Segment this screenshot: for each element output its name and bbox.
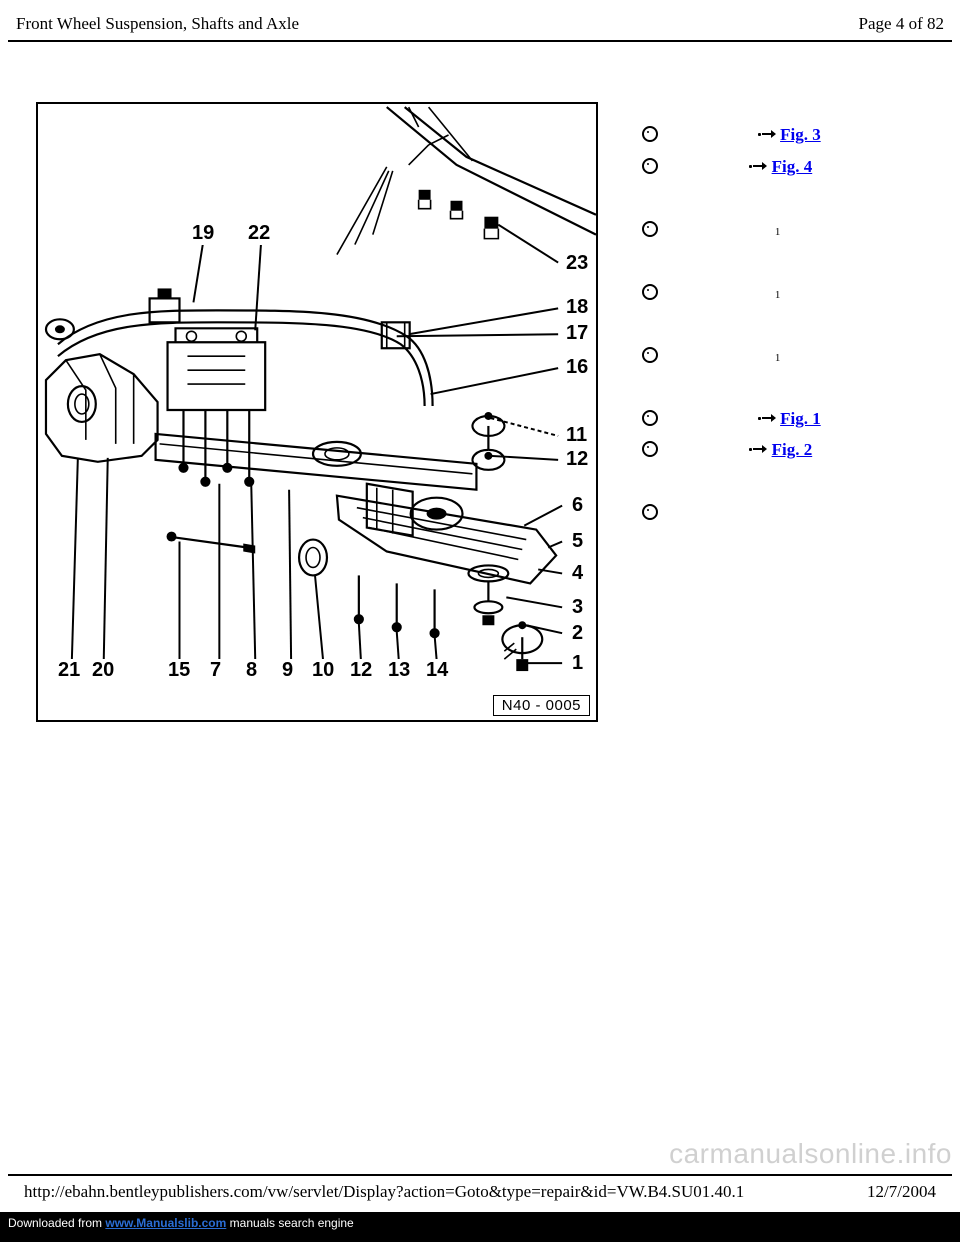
header-right: Page 4 of 82	[859, 14, 944, 34]
group-11-note: Connects stabilizer bar to control arm	[642, 500, 940, 526]
footer-date: 12/7/2004	[867, 1182, 936, 1202]
callout-10: 10	[312, 659, 334, 682]
page-header: Front Wheel Suspension, Shafts and Axle …	[0, 0, 960, 40]
txt: Pressing out	[670, 125, 758, 144]
callout-17: 17	[566, 322, 588, 345]
arrow-icon	[758, 130, 776, 138]
spec-8-header: 8 - Hex bolt, 110 Nm (81 ft lb)	[642, 250, 940, 276]
spec-9-header: 9 - Hex bolt, 80 Nm (59 ft lb)	[642, 313, 940, 339]
callout-14: 14	[426, 659, 448, 682]
figure-part-number: N40 - 0005	[493, 695, 590, 716]
txt: plus additional	[670, 220, 775, 239]
callout-6: 6	[572, 494, 583, 517]
callout-15: 15	[168, 659, 190, 682]
spec-7-note: plus additional 1/4-turn (90°)	[642, 217, 940, 243]
spec-8: 8 - Hex bolt, 110 Nm (81 ft lb) plus add…	[642, 250, 940, 305]
link-fig2[interactable]: Fig. 2	[772, 440, 813, 459]
link-fig1[interactable]: Fig. 1	[780, 409, 821, 428]
dl-pre: Downloaded from	[8, 1216, 105, 1230]
arrow-icon	[758, 414, 776, 422]
arrow-icon	[749, 162, 767, 170]
spec-8-note: plus additional 1/4-turn (90°)	[642, 280, 940, 306]
txt: Pressing out	[670, 409, 758, 428]
txt: plus additional	[670, 346, 775, 365]
li-press-in-fig4: Pressing in Fig. 4	[642, 154, 940, 180]
arrow-icon	[749, 445, 767, 453]
tail: /4-turn (90°)	[780, 220, 866, 239]
callout-4: 4	[572, 562, 583, 585]
link-fig4[interactable]: Fig. 4	[772, 157, 813, 176]
callout-18: 18	[566, 296, 588, 319]
dl-link[interactable]: www.Manualslib.com	[105, 1216, 226, 1230]
callout-8: 8	[246, 659, 257, 682]
info-column: Pressing out Fig. 3 Pressing in Fig. 4 7…	[598, 102, 940, 722]
callout-23: 23	[566, 252, 588, 275]
assembly-figure: 19 22 23 18 17 16 11 12 6 5 4 3 2 1 21 2…	[36, 102, 598, 722]
callout-5: 5	[572, 530, 583, 553]
spec-9-note: plus additional 1/4-turn (90°)	[642, 343, 940, 369]
spec-7: 7 - Hex bolt, 70 Nm (52 ft lb) plus addi…	[642, 187, 940, 242]
group-pressing: Pressing out Fig. 3 Pressing in Fig. 4	[642, 122, 940, 179]
callout-19: 19	[192, 222, 214, 245]
callout-22: 22	[248, 222, 270, 245]
callout-9: 9	[282, 659, 293, 682]
group-10: 10 - Bonded rubber bushing Pressing out …	[642, 376, 940, 463]
page: Front Wheel Suspension, Shafts and Axle …	[0, 0, 960, 1212]
txt: plus additional	[670, 283, 775, 302]
callout-16: 16	[566, 356, 588, 379]
footer-url: http://ebahn.bentleypublishers.com/vw/se…	[24, 1182, 744, 1202]
spec-7-header: 7 - Hex bolt, 70 Nm (52 ft lb)	[642, 187, 940, 213]
callout-7: 7	[210, 659, 221, 682]
li-press-out-fig3: Pressing out Fig. 3	[642, 122, 940, 148]
callout-20: 20	[92, 659, 114, 682]
figure-svg	[38, 104, 596, 720]
callout-21: 21	[58, 659, 80, 682]
li-press-in-fig2: Pressing in Fig. 2	[642, 437, 940, 463]
tail: /4-turn (90°)	[780, 346, 866, 365]
callout-13: 13	[388, 659, 410, 682]
download-bar: Downloaded from www.Manualslib.com manua…	[0, 1212, 960, 1242]
group-10-header: 10 - Bonded rubber bushing	[642, 376, 940, 402]
spec-9: 9 - Hex bolt, 80 Nm (59 ft lb) plus addi…	[642, 313, 940, 368]
link-fig3[interactable]: Fig. 3	[780, 125, 821, 144]
callout-2: 2	[572, 622, 583, 645]
callout-12a: 12	[566, 448, 588, 471]
figure-column: 19 22 23 18 17 16 11 12 6 5 4 3 2 1 21 2…	[36, 102, 598, 722]
group-11-header: 11 - Connecting link	[642, 471, 940, 497]
tail: /4-turn (90°)	[780, 283, 866, 302]
content-area: 19 22 23 18 17 16 11 12 6 5 4 3 2 1 21 2…	[0, 42, 960, 722]
dl-post: manuals search engine	[230, 1216, 354, 1230]
header-left: Front Wheel Suspension, Shafts and Axle	[16, 14, 299, 34]
txt: Connects stabilizer bar to control arm	[670, 503, 926, 522]
txt: Pressing in	[670, 440, 749, 459]
callout-11: 11	[566, 424, 587, 447]
callout-1: 1	[572, 652, 583, 675]
watermark: carmanualsonline.info	[669, 1138, 952, 1170]
txt: Pressing in	[670, 157, 749, 176]
callout-3: 3	[572, 596, 583, 619]
callout-12b: 12	[350, 659, 372, 682]
page-footer: http://ebahn.bentleypublishers.com/vw/se…	[8, 1174, 952, 1202]
group-11: 11 - Connecting link Connects stabilizer…	[642, 471, 940, 526]
li-press-out-fig1: Pressing out Fig. 1	[642, 406, 940, 432]
